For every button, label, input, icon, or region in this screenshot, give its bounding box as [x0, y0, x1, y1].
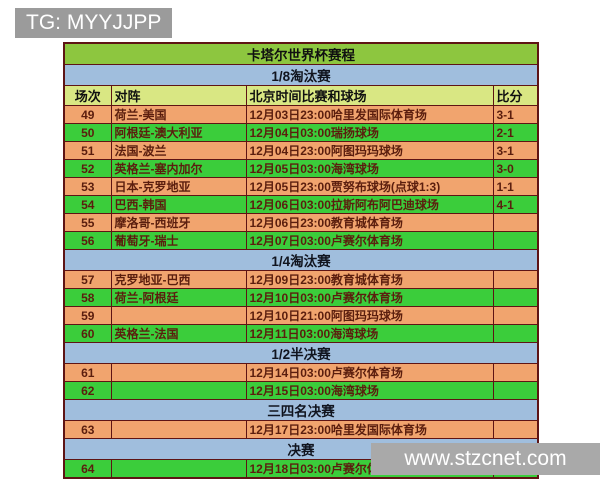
match-number: 56: [63, 231, 112, 250]
match-number: 52: [63, 159, 112, 178]
match-number: 58: [63, 288, 112, 307]
table-row: 49 荷兰-美国 12月03日23:00哈里发国际体育场 3-1: [63, 105, 539, 124]
tg-badge: TG: MYYJJPP: [15, 8, 173, 38]
matchup: [110, 306, 247, 325]
table-title: 卡塔尔世界杯赛程: [63, 42, 539, 65]
matchup: 巴西-韩国: [110, 195, 247, 214]
time-venue: 12月04日03:00瑞扬球场: [245, 123, 494, 142]
match-number: 50: [63, 123, 112, 142]
time-venue: 12月10日21:00阿图玛玛球场: [245, 306, 494, 325]
match-number: 62: [63, 381, 112, 400]
time-venue: 12月05日03:00海湾球场: [245, 159, 494, 178]
table-row: 57 克罗地亚-巴西 12月09日23:00教育城体育场: [63, 270, 539, 289]
section-title: 三四名决赛: [63, 399, 539, 421]
score: 4-1: [492, 195, 539, 214]
table-row: 52 英格兰-塞内加尔 12月05日03:00海湾球场 3-0: [63, 159, 539, 178]
score: 3-1: [492, 105, 539, 124]
matchup: 摩洛哥-西班牙: [110, 213, 247, 232]
time-venue: 12月09日23:00教育城体育场: [245, 270, 494, 289]
time-venue: 12月11日03:00海湾球场: [245, 324, 494, 343]
section-title: 1/4淘汰赛: [63, 249, 539, 271]
time-venue: 12月06日23:00教育城体育场: [245, 213, 494, 232]
matchup: 法国-波兰: [110, 141, 247, 160]
table-row: 53 日本-克罗地亚 12月05日23:00贾努布球场(点球1:3) 1-1: [63, 177, 539, 196]
table-row: 51 法国-波兰 12月04日23:00阿图玛玛球场 3-1: [63, 141, 539, 160]
score: [492, 288, 539, 307]
table-row: 60 英格兰-法国 12月11日03:00海湾球场: [63, 324, 539, 343]
column-header: 北京时间比赛和球场: [245, 85, 494, 106]
matchup: 英格兰-法国: [110, 324, 247, 343]
time-venue: 12月06日03:00拉斯阿布阿巴迪球场: [245, 195, 494, 214]
match-number: 57: [63, 270, 112, 289]
score: [492, 270, 539, 289]
match-number: 55: [63, 213, 112, 232]
section-row: 1/8淘汰赛: [63, 64, 539, 86]
section-title: 1/2半决赛: [63, 342, 539, 364]
score: 2-1: [492, 123, 539, 142]
table-row: 50 阿根廷-澳大利亚 12月04日03:00瑞扬球场 2-1: [63, 123, 539, 142]
time-venue: 12月17日23:00哈里发国际体育场: [245, 420, 494, 439]
score: [492, 306, 539, 325]
score: [492, 231, 539, 250]
match-number: 59: [63, 306, 112, 325]
match-number: 54: [63, 195, 112, 214]
score: [492, 324, 539, 343]
table-title-row: 卡塔尔世界杯赛程: [63, 42, 539, 65]
column-header-row: 场次 对阵 北京时间比赛和球场 比分: [63, 85, 539, 106]
matchup: [110, 363, 247, 382]
time-venue: 12月04日23:00阿图玛玛球场: [245, 141, 494, 160]
time-venue: 12月05日23:00贾努布球场(点球1:3): [245, 177, 494, 196]
matchup: 荷兰-美国: [110, 105, 247, 124]
matchup: [110, 420, 247, 439]
section-row: 1/2半决赛: [63, 342, 539, 364]
table-row: 55 摩洛哥-西班牙 12月06日23:00教育城体育场: [63, 213, 539, 232]
match-number: 64: [63, 459, 112, 479]
score: [492, 213, 539, 232]
schedule-table: 卡塔尔世界杯赛程 1/8淘汰赛 场次 对阵 北京时间比赛和球场 比分 49 荷兰-美国 12月…: [63, 42, 539, 479]
watermark: www.stzcnet.com: [371, 443, 600, 475]
match-number: 53: [63, 177, 112, 196]
matchup: 葡萄牙-瑞士: [110, 231, 247, 250]
match-number: 63: [63, 420, 112, 439]
column-header: 场次: [63, 85, 112, 106]
time-venue: 12月14日03:00卢赛尔体育场: [245, 363, 494, 382]
match-number: 61: [63, 363, 112, 382]
match-number: 60: [63, 324, 112, 343]
table-row: 63 12月17日23:00哈里发国际体育场: [63, 420, 539, 439]
score: 1-1: [492, 177, 539, 196]
match-number: 49: [63, 105, 112, 124]
score: [492, 381, 539, 400]
time-venue: 12月10日03:00卢赛尔体育场: [245, 288, 494, 307]
match-number: 51: [63, 141, 112, 160]
section-title: 1/8淘汰赛: [63, 64, 539, 86]
matchup: [110, 381, 247, 400]
column-header: 比分: [492, 85, 539, 106]
section-row: 三四名决赛: [63, 399, 539, 421]
time-venue: 12月15日03:00海湾球场: [245, 381, 494, 400]
table-row: 56 葡萄牙-瑞士 12月07日03:00卢赛尔体育场: [63, 231, 539, 250]
time-venue: 12月03日23:00哈里发国际体育场: [245, 105, 494, 124]
table-row: 54 巴西-韩国 12月06日03:00拉斯阿布阿巴迪球场 4-1: [63, 195, 539, 214]
matchup: 阿根廷-澳大利亚: [110, 123, 247, 142]
table-row: 61 12月14日03:00卢赛尔体育场: [63, 363, 539, 382]
table-row: 59 12月10日21:00阿图玛玛球场: [63, 306, 539, 325]
score: 3-0: [492, 159, 539, 178]
matchup: 克罗地亚-巴西: [110, 270, 247, 289]
score: 3-1: [492, 141, 539, 160]
time-venue: 12月07日03:00卢赛尔体育场: [245, 231, 494, 250]
score: [492, 420, 539, 439]
table-row: 62 12月15日03:00海湾球场: [63, 381, 539, 400]
table-row: 58 荷兰-阿根廷 12月10日03:00卢赛尔体育场: [63, 288, 539, 307]
matchup: 荷兰-阿根廷: [110, 288, 247, 307]
matchup: 英格兰-塞内加尔: [110, 159, 247, 178]
section-row: 1/4淘汰赛: [63, 249, 539, 271]
matchup: 日本-克罗地亚: [110, 177, 247, 196]
score: [492, 363, 539, 382]
column-header: 对阵: [110, 85, 247, 106]
matchup: [110, 459, 247, 479]
